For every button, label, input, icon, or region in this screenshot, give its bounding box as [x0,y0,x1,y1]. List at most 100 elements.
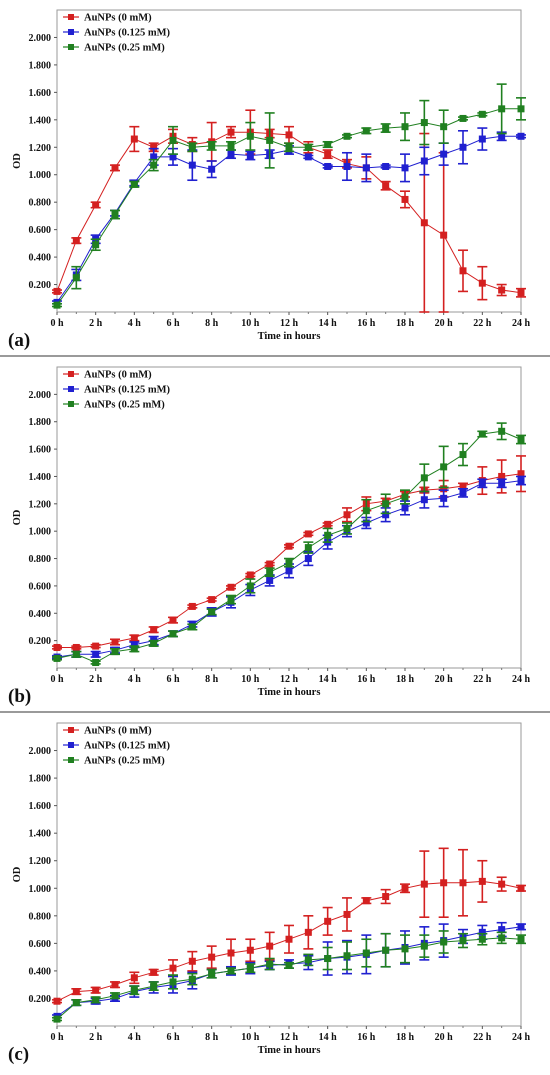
data-point [208,608,216,616]
data-point [304,153,312,161]
data-point [130,135,138,143]
x-tick-label: 14 h [319,1032,338,1043]
x-tick-label: 6 h [166,318,180,329]
data-point [92,241,100,249]
data-point [498,880,506,888]
data-point [227,949,235,957]
data-point [266,960,274,968]
data-point [517,289,525,297]
x-tick-label: 24 h [512,674,531,685]
data-point [478,110,486,118]
data-point [382,162,390,170]
data-point [208,165,216,173]
data-point [208,596,216,604]
series-1 [52,127,526,306]
data-point [304,928,312,936]
data-point [382,124,390,132]
x-tick-label: 14 h [319,674,338,685]
y-tick-label: 0.400 [29,609,52,620]
data-point [188,975,196,983]
data-point [517,132,525,140]
x-tick-label: 14 h [319,318,338,329]
data-point [150,982,158,990]
x-axis-label: Time in hours [258,331,321,342]
data-point [459,451,467,459]
data-point [362,164,370,172]
data-point [498,286,506,294]
data-point [343,132,351,140]
data-point [401,195,409,203]
data-point [72,999,80,1007]
y-tick-label: 0.400 [29,966,52,977]
legend-label: AuNPs (0 mM) [84,370,152,381]
data-point [169,630,177,638]
data-point [324,150,332,158]
data-point [72,643,80,651]
data-point [92,201,100,209]
x-tick-label: 22 h [473,674,492,685]
panel-divider [0,355,550,357]
data-point [111,648,119,656]
data-point [266,568,274,576]
data-point [169,616,177,624]
x-tick-label: 6 h [166,674,180,685]
data-point [304,956,312,964]
y-tick-label: 1.200 [29,856,52,867]
data-point [72,274,80,282]
data-point [53,654,61,662]
y-tick-label: 1.400 [29,829,52,840]
data-point [92,642,100,650]
legend-marker [68,727,74,733]
data-point [169,978,177,986]
data-point [420,880,428,888]
x-tick-label: 8 h [205,674,219,685]
series-0 [52,847,526,1005]
data-point [478,935,486,943]
data-point [401,945,409,953]
data-point [246,152,254,160]
data-point [401,504,409,512]
legend-label: AuNPs (0 mM) [84,726,152,737]
data-point [362,897,370,905]
data-point [478,479,486,487]
data-point [53,1015,61,1023]
data-point [111,211,119,219]
data-point [130,645,138,653]
legend-marker [68,44,74,50]
x-tick-label: 8 h [205,318,219,329]
x-tick-label: 4 h [128,674,142,685]
plot-frame [56,9,522,313]
data-point [266,576,274,584]
y-axis-label: OD [12,153,23,169]
data-point [188,602,196,610]
data-point [324,955,332,963]
x-tick-label: 0 h [50,674,64,685]
data-point [92,986,100,994]
series-1 [52,475,526,661]
x-tick-label: 4 h [128,1032,142,1043]
data-point [150,639,158,647]
data-point [53,301,61,309]
data-point [382,182,390,190]
data-point [285,935,293,943]
data-point [440,123,448,131]
y-tick-label: 0.600 [29,939,52,950]
data-point [517,477,525,485]
data-point [498,105,506,113]
data-point [150,626,158,634]
y-axis-label: OD [12,509,23,525]
series-0 [52,109,526,313]
chart-panel-c: 0.200 0.400 0.600 0.800 1.000 1.200 1.400 1.600… [0,713,550,1070]
x-tick-label: 10 h [241,674,260,685]
data-point [130,180,138,188]
data-point [188,143,196,151]
data-point [188,623,196,631]
y-tick-label: 0.200 [29,994,52,1005]
data-point [498,427,506,435]
data-point [111,638,119,646]
data-point [343,524,351,532]
series-line [56,131,522,294]
y-axis-label: OD [12,866,23,882]
x-tick-label: 8 h [205,1032,219,1043]
x-tick-label: 10 h [241,1032,260,1043]
